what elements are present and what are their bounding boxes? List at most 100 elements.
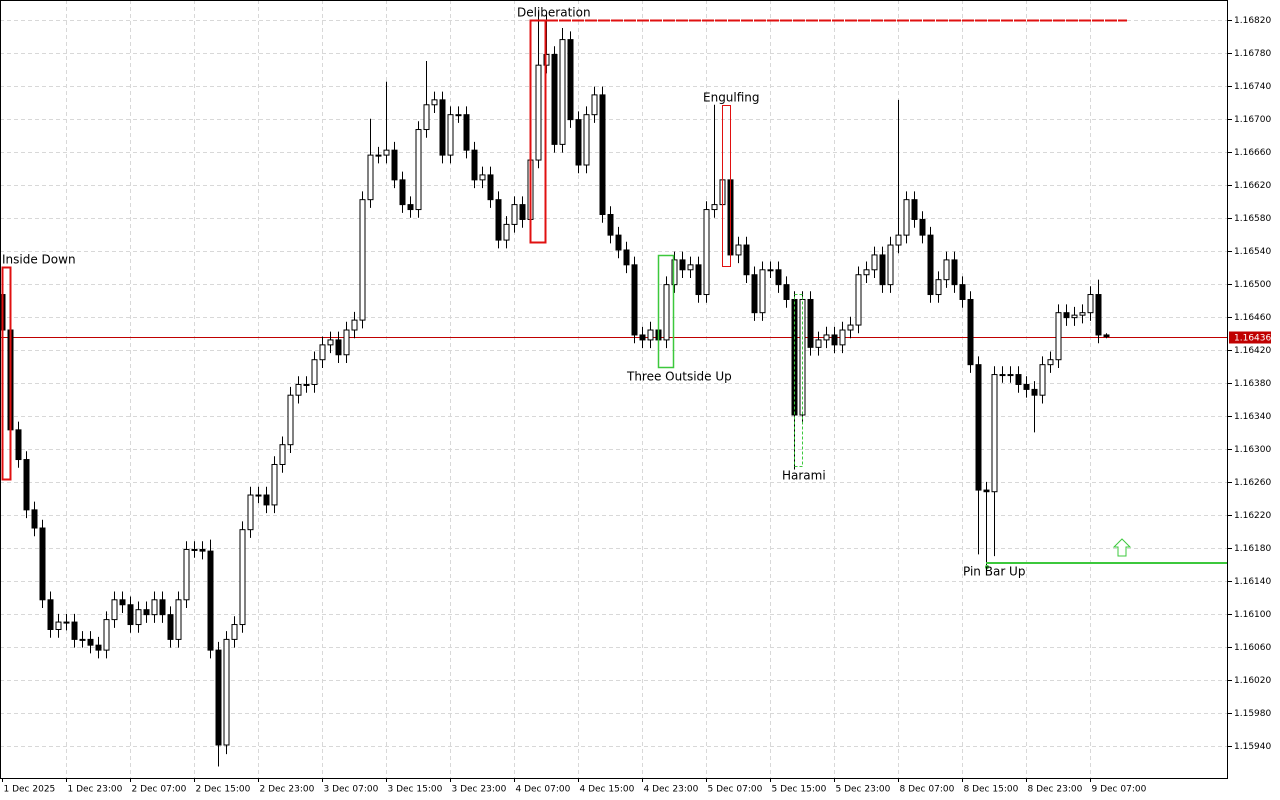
patterns [1, 19, 1228, 569]
candle-body [1007, 374, 1014, 377]
candle-body [583, 114, 590, 166]
pattern-label: Inside Down [2, 253, 76, 267]
candle-body [847, 324, 854, 331]
candle-body [591, 94, 598, 116]
candle-body [423, 104, 430, 131]
candle-body [295, 383, 302, 396]
y-tick-label: 1.16100 [1234, 610, 1271, 620]
three-outside-up-box [657, 254, 675, 369]
candle-body [327, 339, 334, 346]
candle-body [823, 334, 830, 341]
candle-body [143, 609, 150, 616]
candle-body [855, 274, 862, 326]
pin-bar-dot [985, 565, 989, 569]
candle-body [1071, 314, 1078, 319]
candle-body [439, 99, 446, 156]
candle-body [743, 244, 750, 276]
candle-body [991, 374, 998, 493]
y-tick-label: 1.16020 [1234, 676, 1271, 686]
candle-body [127, 604, 134, 626]
candle-body [695, 264, 702, 296]
candle-body [1047, 359, 1054, 366]
y-tick-label: 1.15980 [1234, 709, 1271, 719]
candle-body [191, 548, 198, 551]
candle-body [47, 599, 54, 630]
candle-body [23, 459, 30, 511]
candle-body [1103, 334, 1110, 338]
candle-body [895, 234, 902, 246]
candle-body [759, 269, 766, 314]
inside-down-box [1, 266, 12, 481]
candle-body [1023, 383, 1030, 390]
last-price-label: 1.16436 [1234, 334, 1271, 344]
candle-body [703, 209, 710, 296]
candle-body [903, 199, 910, 236]
y-tick-label: 1.15940 [1234, 742, 1271, 752]
candle-body [663, 284, 670, 341]
candle-body [1095, 294, 1102, 336]
x-tick-label: 2 Dec 23:00 [260, 785, 315, 795]
y-tick-label: 1.16500 [1234, 280, 1271, 290]
candle-body [711, 204, 718, 211]
candle-body [335, 339, 342, 356]
x-tick-label: 4 Dec 07:00 [516, 785, 571, 795]
candle-body [607, 214, 614, 236]
candle-body [367, 154, 374, 201]
candle-body [815, 339, 822, 348]
x-tick-label: 9 Dec 07:00 [1092, 785, 1147, 795]
candle-body [447, 114, 454, 156]
x-tick-label: 8 Dec 15:00 [964, 785, 1019, 795]
last-price-box [1229, 331, 1271, 344]
candle-body [951, 259, 958, 286]
candle-body [575, 119, 582, 166]
candle-body [783, 284, 790, 300]
up-arrow [1112, 538, 1132, 557]
x-tick-label: 5 Dec 23:00 [836, 785, 891, 795]
candle-body [599, 94, 606, 216]
candle-body [431, 99, 438, 106]
x-tick-label: 8 Dec 23:00 [1028, 785, 1083, 795]
x-tick-label: 3 Dec 23:00 [452, 785, 507, 795]
y-tick-label: 1.16220 [1234, 511, 1271, 521]
pattern-label: Pin Bar Up [963, 565, 1025, 579]
pattern-label: Harami [782, 469, 826, 483]
y-tick-label: 1.16060 [1234, 643, 1271, 653]
candle-body [175, 599, 182, 640]
candle-body [567, 39, 574, 121]
y-tick-label: 1.16820 [1234, 16, 1271, 26]
candle-body [455, 114, 462, 117]
x-tick-label: 2 Dec 07:00 [132, 785, 187, 795]
candle-body [471, 149, 478, 181]
candle-body [863, 269, 870, 276]
candle-body [479, 174, 486, 181]
pattern-labels: Inside Down Deliberation Engulfing Three… [2, 6, 1025, 579]
candle-body [167, 614, 174, 640]
candle-body [1015, 374, 1022, 385]
candle-body [647, 329, 654, 341]
candle-body [551, 53, 558, 145]
y-tick-label: 1.16460 [1234, 313, 1271, 323]
x-tick-label: 3 Dec 15:00 [388, 785, 443, 795]
candle-body [407, 204, 414, 211]
candle-body [71, 621, 78, 640]
candle-body [935, 279, 942, 296]
axes: 1.16820 1.16780 1.16740 1.16700 1.16660 1.166… [2, 16, 1271, 795]
y-tick-label: 1.16780 [1234, 49, 1271, 59]
x-tick-label: 4 Dec 15:00 [580, 785, 635, 795]
candle-body [911, 199, 918, 220]
x-tick-label: 5 Dec 15:00 [772, 785, 827, 795]
y-tick-label: 1.16300 [1234, 445, 1271, 455]
candle-body [631, 264, 638, 336]
candle-body [519, 204, 526, 220]
pattern-label: Deliberation [517, 6, 591, 20]
deliberation-box [529, 19, 547, 244]
candle-body [623, 249, 630, 266]
candle-body [671, 259, 678, 286]
candle-body [207, 550, 214, 651]
candle-body [215, 649, 222, 746]
candle-body [375, 154, 382, 157]
candle-body [879, 254, 886, 286]
candle-body [767, 269, 774, 272]
y-tick-label: 1.16700 [1234, 115, 1271, 125]
